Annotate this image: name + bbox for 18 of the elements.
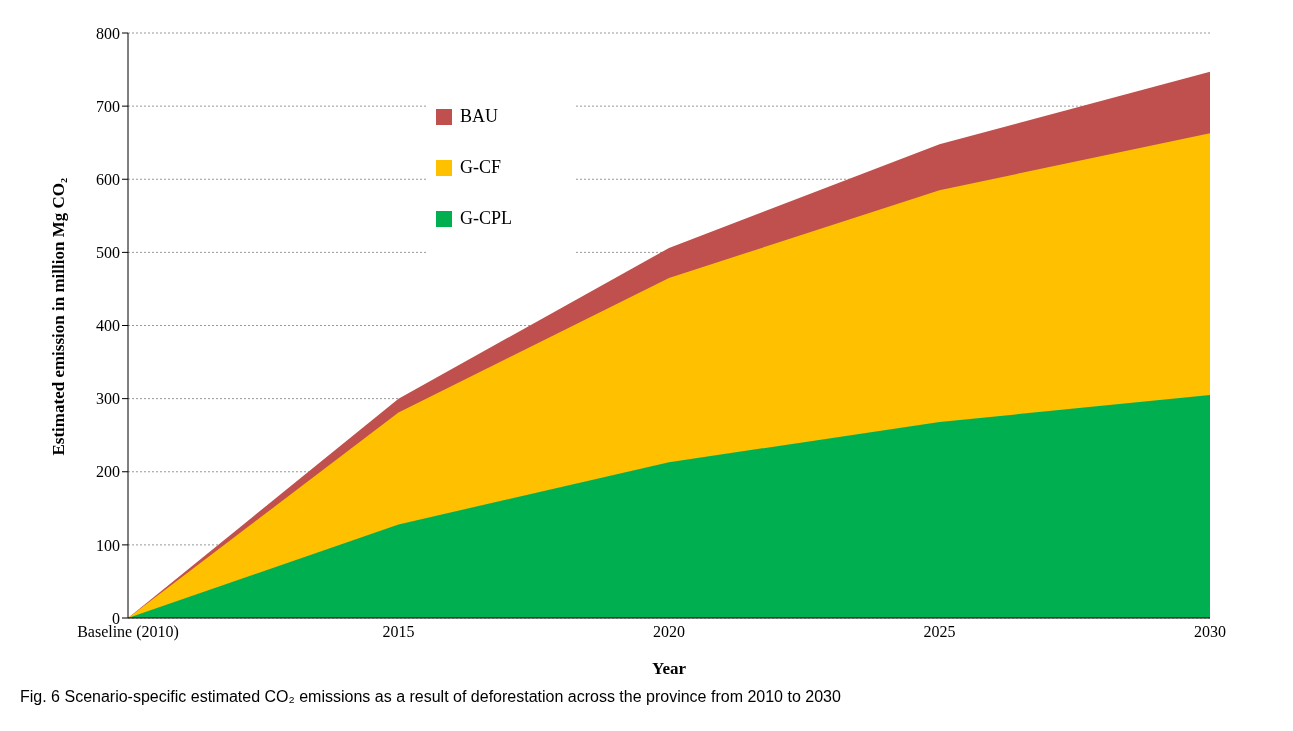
y-tick-label: 100 bbox=[96, 536, 120, 554]
x-tick-label: 2015 bbox=[382, 623, 415, 641]
y-axis-title: Estimated emission in million Mg CO₂ bbox=[49, 177, 69, 456]
y-tick-label: 300 bbox=[96, 390, 120, 408]
y-tick-label: 200 bbox=[96, 463, 120, 481]
y-tick-label: 400 bbox=[96, 317, 120, 335]
legend-label: BAU bbox=[460, 106, 499, 127]
caption: Fig. 6 Scenario-specific estimated CO₂ emissions as a result of deforestation across the province from 2010 to 2030 bbox=[20, 688, 842, 706]
x-axis-title: Year bbox=[652, 659, 687, 678]
y-tick-label: 500 bbox=[96, 244, 120, 262]
y-tick-label: 800 bbox=[96, 24, 120, 42]
x-tick-label: 2030 bbox=[1194, 623, 1226, 641]
x-tick-label: 2020 bbox=[653, 623, 685, 641]
y-tick-label: 600 bbox=[96, 170, 120, 188]
legend-label: G-CPL bbox=[460, 208, 513, 229]
y-tick-label: 700 bbox=[96, 97, 120, 115]
legend-label: G-CF bbox=[460, 157, 502, 178]
x-tick-label: 2025 bbox=[923, 623, 956, 641]
